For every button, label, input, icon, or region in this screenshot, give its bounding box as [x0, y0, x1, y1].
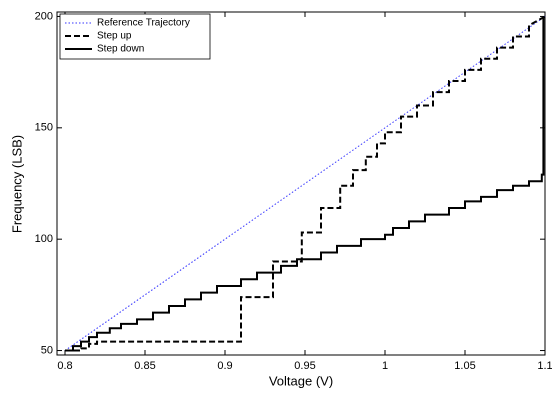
series-line	[64, 16, 546, 351]
x-tick-label: 0.8	[57, 360, 72, 372]
plot-frame	[56, 11, 546, 356]
legend-label: Step up	[97, 31, 132, 42]
series-line	[65, 15, 546, 352]
legend-label: Step down	[97, 44, 144, 55]
series-line	[65, 16, 545, 352]
y-tick-label: 50	[41, 344, 53, 356]
x-tick-label: 0.95	[294, 360, 315, 372]
x-tick-label: 0.85	[134, 360, 155, 372]
x-tick-label: 1	[382, 360, 388, 372]
x-axis-label: Voltage (V)	[269, 373, 333, 388]
y-tick-label: 100	[35, 233, 53, 245]
y-tick-label: 200	[35, 10, 53, 22]
x-tick-label: 1.05	[454, 360, 475, 372]
legend-label: Reference Trajectory	[97, 18, 190, 29]
y-tick-label: 150	[35, 122, 53, 134]
x-tick-label: 0.9	[217, 360, 232, 372]
y-axis-label: Frequency (LSB)	[9, 135, 24, 233]
x-tick-label: 1.1	[537, 360, 552, 372]
